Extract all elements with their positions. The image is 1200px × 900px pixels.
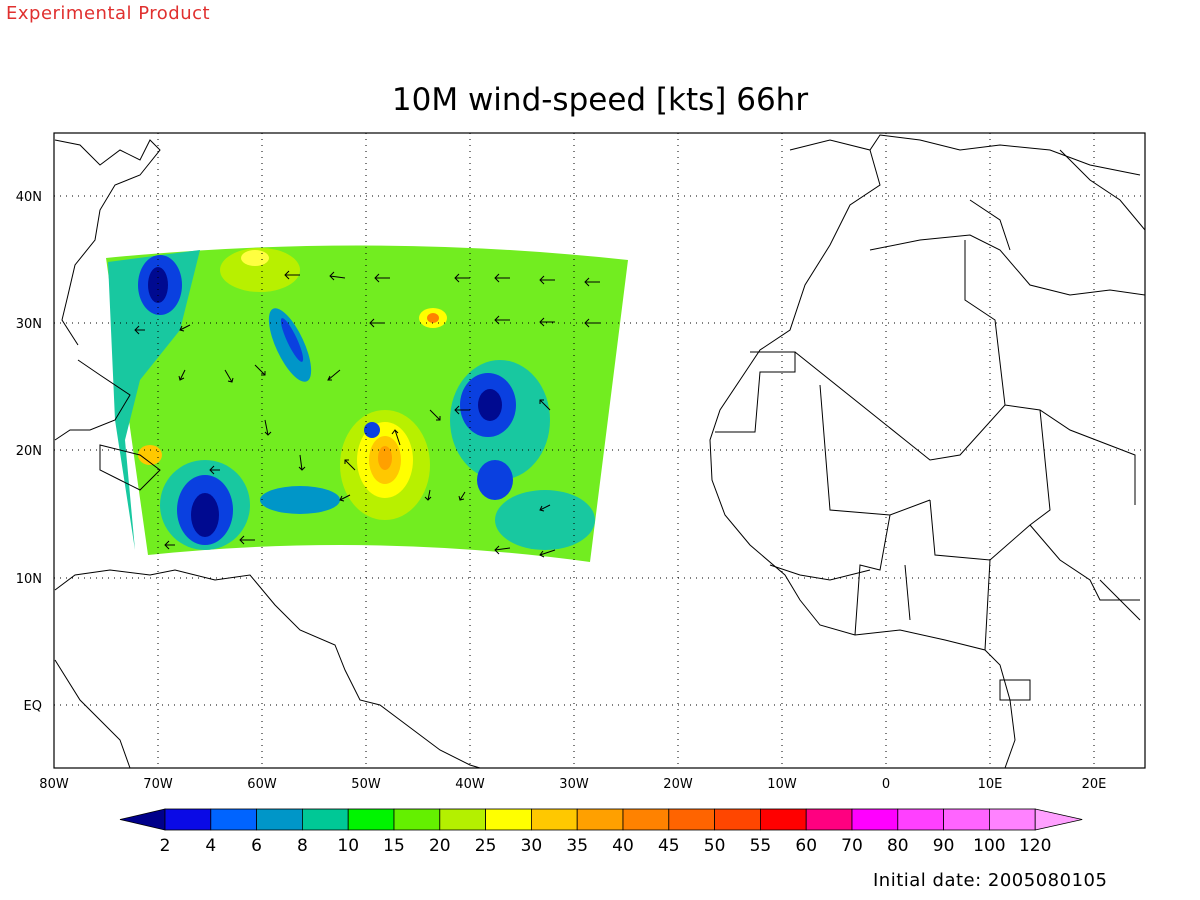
colorbar-label: 15 [383,836,405,856]
colorbar-label: 100 [973,836,1005,856]
colorbar-swatch [668,808,715,831]
lat-label: 20N [16,444,42,459]
colorbar-swatch [760,808,807,831]
colorbar-label: 6 [251,836,262,856]
colorbar-label: 80 [887,836,909,856]
lon-label: 10W [767,777,797,792]
colorbar-label: 50 [704,836,726,856]
borders [715,240,1140,701]
colorbar-swatch [393,808,441,831]
colorbar-label: 10 [337,836,359,856]
lat-label: 10N [16,572,42,587]
lon-label: 20W [663,777,693,792]
colorbar-label: 55 [750,836,772,856]
colorbar-label: 30 [521,836,543,856]
lon-label: 70W [143,777,173,792]
lon-label: 0 [882,777,890,792]
colorbar-label: 120 [1019,836,1051,856]
product-label: Experimental Product [6,3,211,24]
lon-label: 10E [978,777,1003,792]
colorbar-right-arrow [1034,808,1083,831]
colorbar-label: 2 [160,836,171,856]
colorbar-swatch [439,808,486,831]
colorbar-swatch [256,808,303,831]
colorbar-swatch [164,808,212,831]
colorbar-label: 35 [566,836,588,856]
colorbar-label: 4 [205,836,216,856]
colorbar-swatch [210,808,258,831]
colorbar-swatch [301,808,349,831]
colorbar-label: 70 [841,836,863,856]
colorbar: 2 4 6 8 10 15 20 25 30 35 40 45 50 55 60 70 80 90 100 120 [119,808,1083,856]
colorbar-swatch [531,808,578,831]
lon-labels: 80W 70W 60W 50W 40W 30W 20W 10W 0 10E 20E [39,777,1106,792]
map-title: 10M wind-speed [kts] 66hr [391,82,809,118]
lon-label: 60W [247,777,277,792]
colorbar-swatch [714,808,761,831]
lon-label: 30W [559,777,589,792]
colorbar-swatch [576,808,624,831]
colorbar-label: 90 [933,836,955,856]
wind-field [106,245,628,562]
colorbar-swatch [347,808,395,831]
colorbar-swatch [851,808,899,831]
colorbar-swatch [943,808,990,831]
lon-label: 80W [39,777,69,792]
colorbar-label: 8 [297,836,308,856]
colorbar-label: 20 [429,836,451,856]
lat-label: 30N [16,317,42,332]
colorbar-label: 60 [795,836,817,856]
colorbar-swatch [989,808,1036,831]
colorbar-label: 40 [612,836,634,856]
colorbar-left-arrow [119,808,166,831]
lon-label: 50W [351,777,381,792]
colorbar-swatch [485,808,532,831]
wind-vectors [134,270,600,558]
colorbar-swatch [897,808,944,831]
coastlines [54,134,1146,769]
colorbar-swatch [805,808,853,831]
lat-labels: 40N 30N 20N 10N EQ [16,190,42,714]
initial-date: Initial date: 2005080105 [873,870,1108,891]
colorbar-label: 45 [658,836,680,856]
colorbar-label: 25 [475,836,497,856]
colorbar-swatch [622,808,670,831]
lat-label: EQ [24,699,42,714]
lat-label: 40N [16,190,42,205]
lon-label: 20E [1082,777,1107,792]
lon-label: 40W [455,777,485,792]
